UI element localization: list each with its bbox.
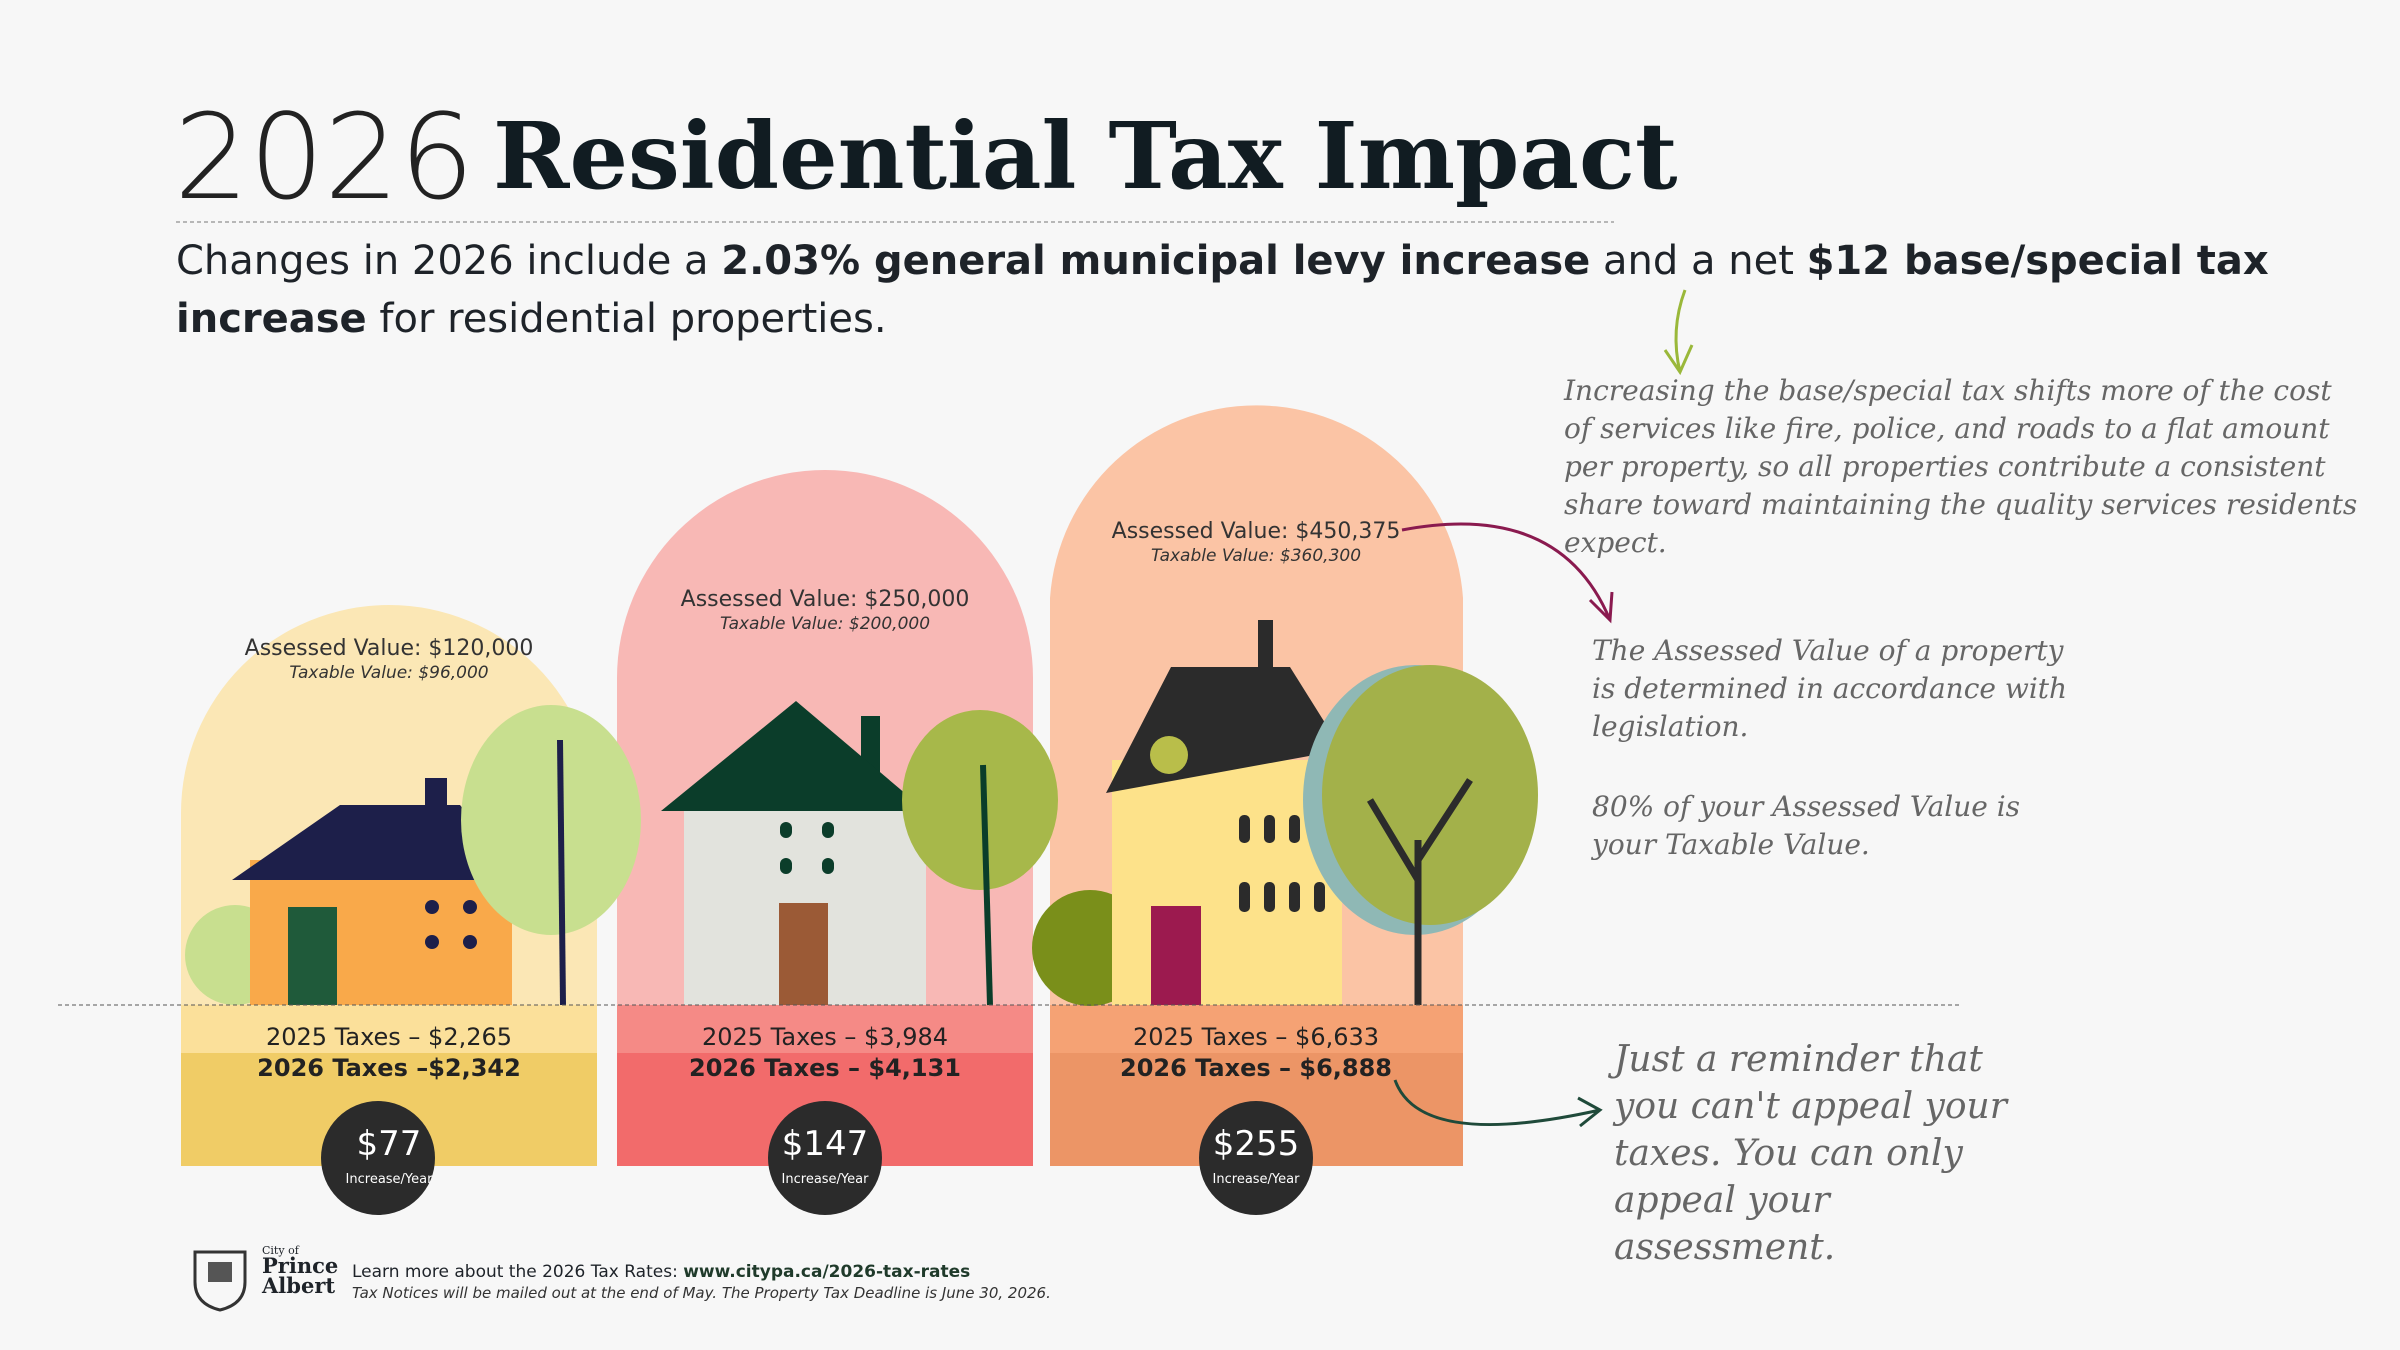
title: Residential Tax Impact	[493, 102, 1678, 210]
band	[617, 1005, 1033, 1053]
taxable-value: Taxable Value: $360,300	[1150, 546, 1362, 566]
increase-label: Increase/Year	[345, 1172, 433, 1187]
badge	[768, 1101, 882, 1215]
house-illustration	[661, 701, 1058, 1006]
taxes-2025: 2025 Taxes – $2,265	[265, 1023, 513, 1051]
badge	[1199, 1101, 1313, 1215]
title-year: 2026	[174, 88, 475, 226]
taxes-2025: 2025 Taxes – $3,984	[701, 1023, 949, 1051]
taxes-2026: 2026 Taxes –$2,342	[257, 1054, 521, 1082]
note: 80% of your Assessed Value is your Taxab…	[1592, 790, 2021, 861]
house-illustration	[185, 705, 641, 1006]
subtitle-text: Changes in 2026 include a	[176, 238, 709, 284]
logo-name: Prince Albert	[262, 1253, 339, 1298]
assessed-value: Assessed Value: $450,375	[1111, 519, 1401, 544]
note: Just a reminder that you can't appeal yo…	[1614, 1039, 2007, 1268]
house-illustration	[1032, 620, 1538, 1006]
footer-line: Learn more about the 2026 Tax Rates: www…	[352, 1262, 970, 1282]
footer-notice: Tax Notices will be mailed out at the en…	[352, 1284, 1051, 1302]
footer-text: Learn more about the 2026 Tax Rates:	[352, 1262, 678, 1282]
assessed-value: Assessed Value: $120,000	[244, 636, 534, 661]
subtitle-emphasis: $12 base/special tax increase	[176, 238, 2269, 342]
logo-small: City of	[262, 1244, 299, 1257]
footer-link[interactable]: www.citypa.ca/2026-tax-rates	[683, 1262, 971, 1282]
taxes-2026: 2026 Taxes – $4,131	[689, 1054, 961, 1082]
subtitle: Changes in 2026 include a 2.03% general …	[176, 232, 2276, 348]
taxes-2026: 2026 Taxes – $6,888	[1120, 1054, 1392, 1082]
increase-label: Increase/Year	[1212, 1172, 1300, 1187]
band	[181, 1005, 597, 1053]
increase-label: Increase/Year	[781, 1172, 869, 1187]
increase: $255	[1212, 1124, 1300, 1164]
increase: $147	[781, 1124, 869, 1164]
logo-crest	[193, 1250, 247, 1312]
band	[1050, 1005, 1463, 1053]
subtitle-emphasis: 2.03% general municipal levy increase	[721, 238, 1591, 284]
assessed-value: Assessed Value: $250,000	[680, 587, 970, 612]
badge	[321, 1101, 435, 1215]
taxable-value: Taxable Value: $200,000	[719, 614, 931, 634]
note: The Assessed Value of a property is dete…	[1592, 634, 2068, 743]
increase: $77	[356, 1124, 422, 1164]
subtitle-text: for residential properties.	[379, 296, 887, 342]
arrows	[1393, 289, 1694, 1128]
subtitle-text: and a net	[1603, 238, 1794, 284]
taxable-value: Taxable Value: $96,000	[289, 663, 489, 683]
taxes-2025: 2025 Taxes – $6,633	[1132, 1023, 1380, 1051]
note: Increasing the base/special tax shifts m…	[1564, 374, 2358, 559]
